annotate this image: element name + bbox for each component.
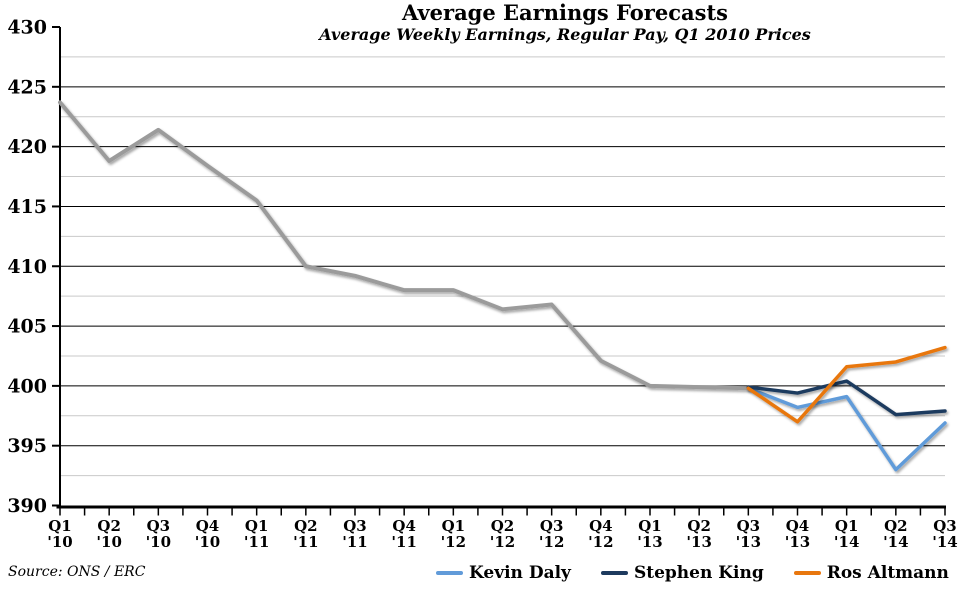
legend-item-stephen-king: Stephen King	[600, 563, 764, 583]
legend-label-ros-altmann: Ros Altmann	[826, 563, 949, 583]
svg-text:Q1'13: Q1'13	[637, 517, 662, 551]
svg-text:Q1'14: Q1'14	[834, 517, 859, 551]
data-series-lines	[58, 100, 947, 472]
source-note: Source: ONS / ERC	[8, 564, 146, 580]
legend-line-swatch-ros-altmann	[793, 571, 821, 575]
axis-labels: 390 395 400 405 410 415 420 425 430 Q1'10 Q2'10 Q3 '…	[7, 17, 957, 552]
svg-text:Q2'13: Q2'13	[686, 517, 711, 551]
legend-item-kevin-daly: Kevin Daly	[436, 563, 571, 583]
svg-text:425: 425	[7, 76, 47, 98]
svg-text:Q1'10: Q1'10	[47, 517, 72, 551]
svg-text:405: 405	[7, 316, 47, 338]
svg-text:Q2'14: Q2'14	[883, 517, 908, 551]
svg-text:Q3'11: Q3'11	[342, 517, 367, 551]
chart-header: Average Earnings Forecasts Average Weekl…	[165, 0, 965, 44]
svg-text:Q1'12: Q1'12	[441, 517, 466, 551]
legend-label-kevin-daly: Kevin Daly	[469, 563, 571, 583]
svg-text:Q4'10: Q4'10	[195, 517, 220, 551]
svg-text:Q3'14: Q3'14	[932, 517, 957, 551]
chart-title: Average Earnings Forecasts	[402, 0, 728, 25]
svg-text:Q3'12: Q3'12	[539, 517, 564, 551]
svg-text:415: 415	[7, 196, 47, 218]
legend-item-ros-altmann: Ros Altmann	[793, 563, 949, 583]
svg-text:Q2'11: Q2'11	[293, 517, 318, 551]
legend-label-stephen-king: Stephen King	[633, 563, 764, 583]
svg-text:Q1'11: Q1'11	[244, 517, 269, 551]
svg-text:400: 400	[7, 375, 47, 397]
svg-text:Q4'12: Q4'12	[588, 517, 613, 551]
svg-text:Q2'12: Q2'12	[490, 517, 515, 551]
svg-text:390: 390	[7, 495, 47, 517]
svg-text:Q3'10: Q3'10	[146, 517, 171, 551]
svg-text:410: 410	[7, 256, 47, 278]
gridlines	[60, 56, 945, 477]
svg-text:430: 430	[7, 17, 47, 39]
svg-text:420: 420	[7, 136, 47, 158]
chart-legend: Kevin Daly Stephen King Ros Altmann	[436, 563, 949, 583]
axes	[52, 26, 946, 516]
legend-line-swatch-kevin-daly	[436, 571, 463, 575]
svg-text:Q4'13: Q4'13	[785, 517, 810, 551]
chart-subtitle: Average Weekly Earnings, Regular Pay, Q1…	[319, 25, 811, 44]
svg-text:395: 395	[7, 435, 47, 457]
svg-text:Q4'11: Q4'11	[391, 517, 416, 551]
svg-text:Q3'13: Q3'13	[736, 517, 761, 551]
legend-line-swatch-stephen-king	[600, 571, 628, 575]
svg-text:Q2'10: Q2'10	[96, 517, 121, 551]
